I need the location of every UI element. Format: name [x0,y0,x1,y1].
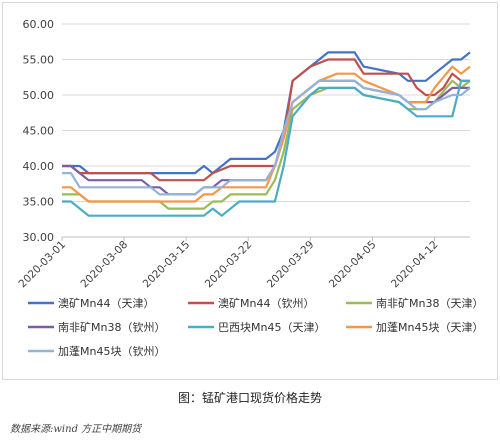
x-tick-label: 2020-04-12 [389,239,441,291]
legend-label-2: 澳矿Mn44（钦州） [218,297,314,310]
y-tick-label: 35.00 [23,196,55,209]
y-tick-label: 50.00 [23,89,55,102]
manganese-price-chart: 30.00 35.00 40.00 45.00 50.00 55.00 60.00 2020… [16,18,483,358]
series-lines [62,51,471,217]
legend-label-7: 加蓬Mn45块（钦州） [58,345,165,358]
series-line-5 [62,79,470,217]
series-line-2 [62,58,470,182]
x-axis: 2020-03-01 2020-03-08 2020-03-15 2020-03-22… [16,236,470,291]
grid-lines [62,23,470,238]
series-line-3 [62,79,471,210]
series-line-1 [62,51,471,175]
y-axis: 30.00 35.00 40.00 45.00 50.00 55.00 60.00 [23,18,55,244]
legend-label-6: 加蓬Mn45块（天津） [376,321,483,334]
y-tick-label: 40.00 [23,160,55,173]
x-tick-label: 2020-04-05 [327,239,379,291]
chart-caption: 图：锰矿港口现货价格走势 [177,391,322,405]
series-line-4 [62,79,470,196]
x-tick-label: 2020-03-15 [141,239,193,291]
y-tick-label: 30.00 [23,231,55,244]
legend-label-5: 巴西块Mn45（天津） [218,321,325,334]
x-tick-label: 2020-03-22 [203,239,255,291]
chart-container [2,2,498,380]
y-tick-label: 55.00 [23,54,55,67]
y-tick-label: 45.00 [23,125,55,138]
series-line-7 [62,79,471,196]
x-tick-label: 2020-03-08 [79,239,131,291]
legend-label-1: 澳矿Mn44（天津） [58,297,154,310]
legend-label-4: 南非矿Mn38（钦州） [58,321,165,334]
x-tick-label: 2020-03-01 [16,239,68,291]
y-tick-label: 60.00 [23,18,55,31]
legend-label-3: 南非矿Mn38（天津） [376,297,483,310]
legend: 澳矿Mn44（天津） 澳矿Mn44（钦州） 南非矿Mn38（天津） 南非矿Mn38（钦… [28,297,483,358]
data-source-note: 数据来源:wind 方正中期期货 [10,424,142,435]
x-tick-label: 2020-03-29 [265,239,317,291]
